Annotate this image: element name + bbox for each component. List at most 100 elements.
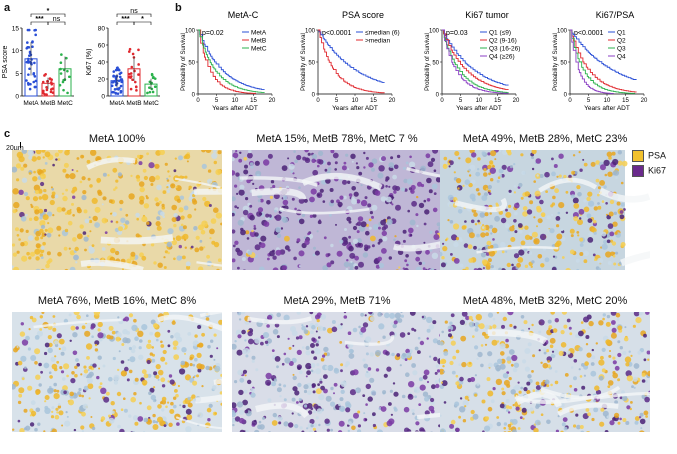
stain-cell xyxy=(236,401,244,408)
data-point xyxy=(137,63,140,66)
stain-cell xyxy=(547,360,550,363)
stain-cell xyxy=(600,407,605,412)
stain-cell xyxy=(573,424,577,428)
stain-cell xyxy=(110,401,115,406)
stain-cell xyxy=(53,382,57,387)
stain-cell xyxy=(363,412,366,415)
stain-cell xyxy=(383,224,388,229)
stain-cell xyxy=(356,238,362,244)
stain-cell xyxy=(551,157,554,161)
stain-cell xyxy=(365,403,368,406)
stain-cell xyxy=(356,199,361,204)
data-point xyxy=(32,72,35,76)
stain-cell xyxy=(594,385,600,391)
x-tick-label: 20 xyxy=(641,98,648,104)
stain-cell xyxy=(304,150,309,153)
stain-cell xyxy=(507,423,512,428)
stain-cell xyxy=(106,334,111,340)
stain-cell xyxy=(563,426,568,431)
stain-cell xyxy=(252,182,255,185)
stain-cell xyxy=(330,428,333,432)
stain-cell xyxy=(374,190,381,196)
stain-cell xyxy=(639,412,644,417)
stain-cell xyxy=(294,159,298,163)
stain-cell xyxy=(455,237,460,241)
data-point xyxy=(30,58,33,61)
x-tick-label: 10 xyxy=(604,98,611,104)
stain-cell xyxy=(531,167,535,171)
x-tick-label: 20 xyxy=(269,98,276,104)
stain-cell xyxy=(386,420,393,427)
stain-cell xyxy=(489,167,496,174)
stain-cell xyxy=(545,190,548,193)
stain-cell xyxy=(171,184,174,187)
stain-cell xyxy=(573,359,578,363)
stain-cell xyxy=(18,238,21,241)
data-point xyxy=(33,61,36,65)
stain-cell xyxy=(83,385,89,391)
stain-cell xyxy=(215,212,222,219)
stain-cell xyxy=(98,385,102,389)
data-point xyxy=(129,87,133,91)
stain-cell xyxy=(254,232,259,237)
stain-cell xyxy=(296,349,302,355)
y-tick-label: 20 xyxy=(98,77,106,84)
stain-cell xyxy=(469,164,476,171)
stain-cell xyxy=(149,159,152,162)
stain-cell xyxy=(21,377,25,381)
stain-cell xyxy=(15,163,22,169)
stain-cell xyxy=(176,422,180,426)
stain-cell xyxy=(495,364,502,372)
stain-cell xyxy=(292,172,295,175)
stain-cell xyxy=(503,422,508,426)
stain-cell xyxy=(369,211,373,215)
stain-cell xyxy=(573,376,577,381)
stain-cell xyxy=(513,219,517,223)
stain-cell xyxy=(313,403,319,409)
significance-bracket xyxy=(116,13,152,17)
stain-cell xyxy=(440,262,446,268)
stain-cell xyxy=(617,150,622,155)
stain-cell xyxy=(388,185,391,188)
stain-cell xyxy=(319,380,323,384)
stain-cell xyxy=(430,431,433,432)
stain-cell xyxy=(511,354,518,362)
x-tick-label: 10 xyxy=(352,98,359,104)
stain-cell xyxy=(424,209,430,215)
histology-image-2 xyxy=(232,150,442,270)
stain-cell xyxy=(153,371,158,376)
stain-cell xyxy=(68,247,71,250)
stain-cell xyxy=(441,330,444,334)
stain-cell xyxy=(76,314,81,320)
stain-cell xyxy=(143,373,149,379)
x-tick-label: 5 xyxy=(335,98,339,104)
stain-cell xyxy=(583,250,589,257)
stain-cell xyxy=(347,180,351,184)
stain-cell xyxy=(500,217,507,224)
stain-cell xyxy=(542,348,547,352)
stain-cell xyxy=(91,197,98,204)
stain-cell xyxy=(192,399,196,402)
stain-cell xyxy=(259,242,266,249)
stain-cell xyxy=(334,161,338,165)
stain-cell xyxy=(150,394,156,401)
stain-cell xyxy=(322,200,326,203)
stain-cell xyxy=(88,216,91,219)
stain-cell xyxy=(17,400,22,405)
stain-cell xyxy=(283,421,289,427)
stain-cell xyxy=(179,368,186,375)
stain-cell xyxy=(57,251,62,257)
stain-cell xyxy=(612,371,616,375)
stain-cell xyxy=(408,381,415,388)
stain-cell xyxy=(293,150,296,153)
y-tick-label: 0 xyxy=(15,94,19,101)
stain-cell xyxy=(266,343,269,346)
stain-cell xyxy=(180,223,184,227)
stain-cell xyxy=(380,196,387,202)
stain-cell xyxy=(305,375,308,378)
stain-cell xyxy=(54,355,57,358)
stain-cell xyxy=(245,429,249,432)
stain-cell xyxy=(39,220,46,227)
stain-cell xyxy=(534,419,541,426)
